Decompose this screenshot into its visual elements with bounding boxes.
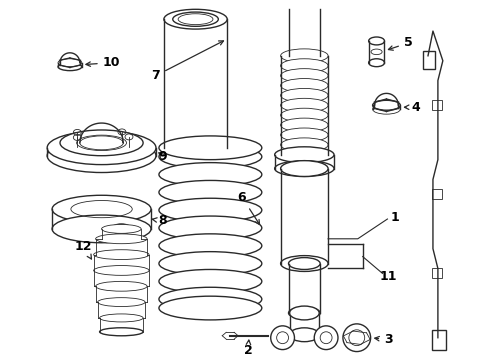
Ellipse shape xyxy=(96,282,147,291)
Ellipse shape xyxy=(270,326,294,350)
Ellipse shape xyxy=(368,59,385,67)
Bar xyxy=(432,100,442,110)
Ellipse shape xyxy=(164,138,227,158)
Ellipse shape xyxy=(76,135,126,150)
Ellipse shape xyxy=(289,307,320,319)
Ellipse shape xyxy=(58,59,82,67)
Ellipse shape xyxy=(94,266,149,275)
Ellipse shape xyxy=(159,296,262,320)
Ellipse shape xyxy=(275,161,334,176)
Ellipse shape xyxy=(111,224,131,234)
Text: 11: 11 xyxy=(380,270,397,283)
Ellipse shape xyxy=(281,69,328,82)
Ellipse shape xyxy=(275,147,334,163)
Ellipse shape xyxy=(159,198,262,222)
Bar xyxy=(432,330,446,350)
Ellipse shape xyxy=(47,139,156,172)
Ellipse shape xyxy=(159,234,262,258)
Ellipse shape xyxy=(52,215,151,243)
Text: 9: 9 xyxy=(159,150,167,163)
Bar xyxy=(290,313,319,335)
Text: 1: 1 xyxy=(391,211,400,224)
Ellipse shape xyxy=(58,63,82,71)
Ellipse shape xyxy=(52,195,151,223)
Ellipse shape xyxy=(60,130,143,156)
Text: 7: 7 xyxy=(151,41,223,82)
Bar xyxy=(432,269,442,278)
Text: 10: 10 xyxy=(86,56,120,69)
Ellipse shape xyxy=(159,216,262,240)
Ellipse shape xyxy=(281,49,328,63)
Ellipse shape xyxy=(281,118,328,132)
Ellipse shape xyxy=(281,98,328,112)
Ellipse shape xyxy=(281,161,328,176)
Ellipse shape xyxy=(314,326,338,350)
Text: 3: 3 xyxy=(375,333,393,346)
Ellipse shape xyxy=(277,332,289,344)
Bar xyxy=(423,51,435,69)
Text: 2: 2 xyxy=(244,340,252,357)
Ellipse shape xyxy=(101,224,141,233)
Ellipse shape xyxy=(281,89,328,102)
Ellipse shape xyxy=(80,136,123,150)
Bar xyxy=(432,189,442,199)
Text: 12: 12 xyxy=(75,240,93,259)
Ellipse shape xyxy=(372,104,400,114)
Ellipse shape xyxy=(368,37,385,45)
Ellipse shape xyxy=(349,330,365,346)
Text: 5: 5 xyxy=(389,36,413,50)
Ellipse shape xyxy=(289,258,320,270)
Ellipse shape xyxy=(159,270,262,293)
Ellipse shape xyxy=(173,12,219,26)
Ellipse shape xyxy=(159,145,262,168)
Ellipse shape xyxy=(159,252,262,275)
Ellipse shape xyxy=(320,332,332,344)
Ellipse shape xyxy=(281,108,328,122)
Ellipse shape xyxy=(343,324,370,352)
Ellipse shape xyxy=(281,59,328,73)
Ellipse shape xyxy=(281,138,328,152)
Ellipse shape xyxy=(372,100,400,110)
Ellipse shape xyxy=(281,78,328,93)
Ellipse shape xyxy=(164,9,227,29)
Ellipse shape xyxy=(290,306,319,320)
Ellipse shape xyxy=(281,128,328,142)
Ellipse shape xyxy=(99,314,143,322)
Text: 4: 4 xyxy=(404,101,420,114)
Ellipse shape xyxy=(96,234,147,244)
Ellipse shape xyxy=(99,328,143,336)
Text: 6: 6 xyxy=(238,191,260,224)
Ellipse shape xyxy=(47,131,156,165)
Ellipse shape xyxy=(281,256,328,271)
Ellipse shape xyxy=(94,250,149,260)
Ellipse shape xyxy=(98,298,145,307)
Ellipse shape xyxy=(290,328,319,342)
Ellipse shape xyxy=(159,180,262,204)
Ellipse shape xyxy=(281,148,328,162)
Text: 8: 8 xyxy=(152,215,167,228)
Ellipse shape xyxy=(159,287,262,311)
Ellipse shape xyxy=(159,136,262,160)
Ellipse shape xyxy=(159,163,262,186)
